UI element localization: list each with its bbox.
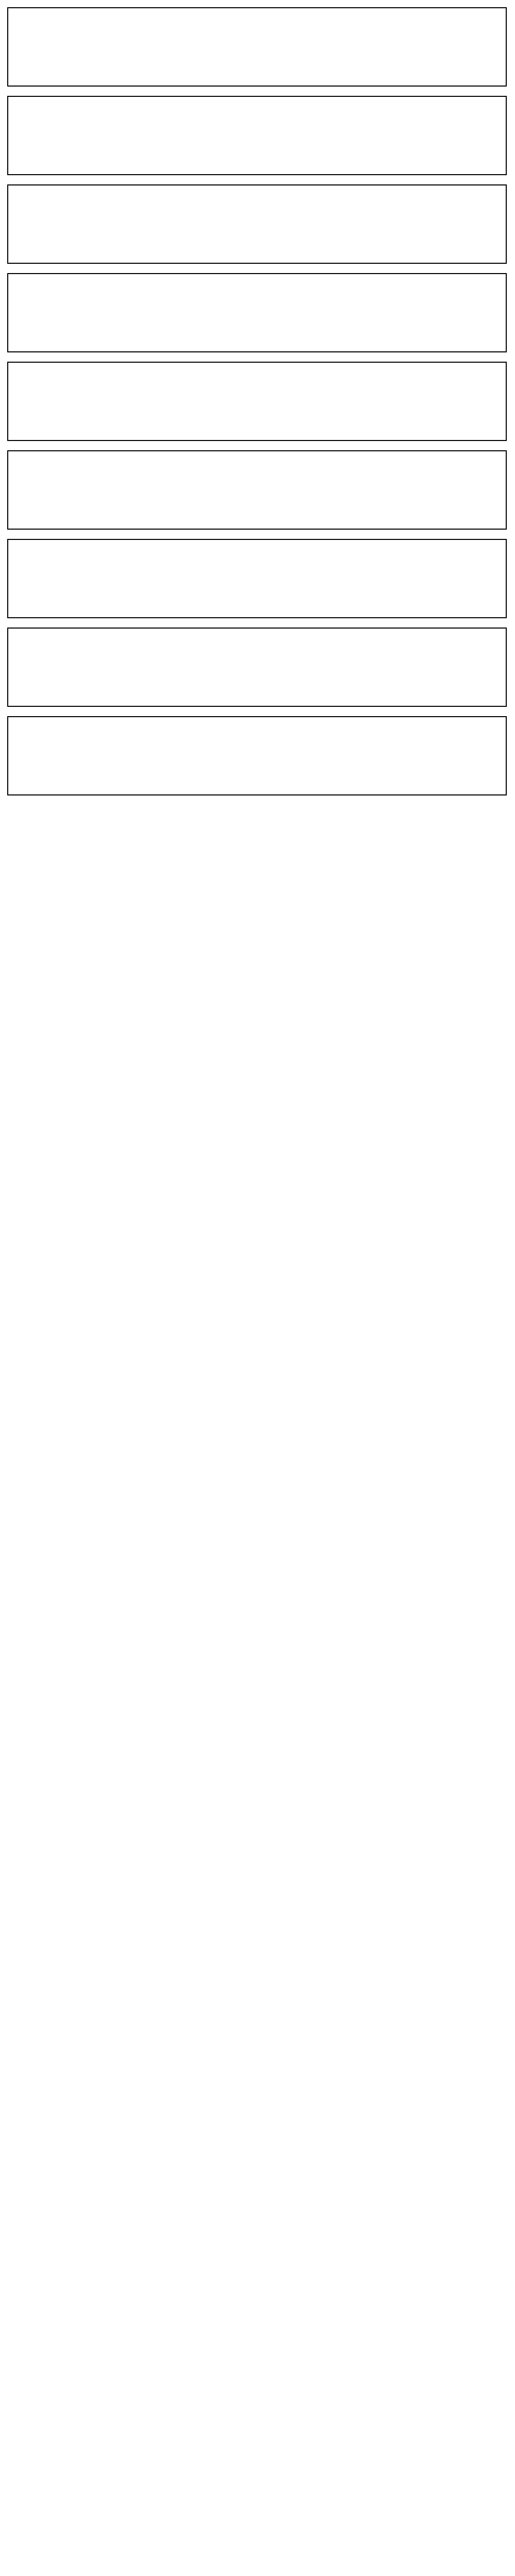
wind-speed-chart	[8, 717, 163, 794]
grass-temperature-chart	[8, 363, 163, 440]
panel-temperature	[7, 7, 507, 87]
panel-rainfall	[7, 450, 507, 530]
panel-sunshine	[7, 539, 507, 618]
sunshine-chart	[8, 540, 163, 617]
wind-direction-chart	[8, 629, 163, 706]
weather-charts-page	[0, 0, 515, 795]
panel-humidity-mixing-ratio	[7, 184, 507, 264]
panel-wind-direction	[7, 628, 507, 707]
panel-wind-speed	[7, 716, 507, 795]
rainfall-chart	[8, 451, 163, 529]
humidity-mixing-ratio-chart	[8, 185, 163, 263]
panel-grass-temperature	[7, 362, 507, 441]
relative-humidity-chart	[8, 97, 163, 174]
panel-msl-pressure	[7, 273, 507, 352]
temperature-chart	[8, 8, 163, 86]
msl-pressure-chart	[8, 274, 163, 351]
panel-relative-humidity	[7, 96, 507, 175]
